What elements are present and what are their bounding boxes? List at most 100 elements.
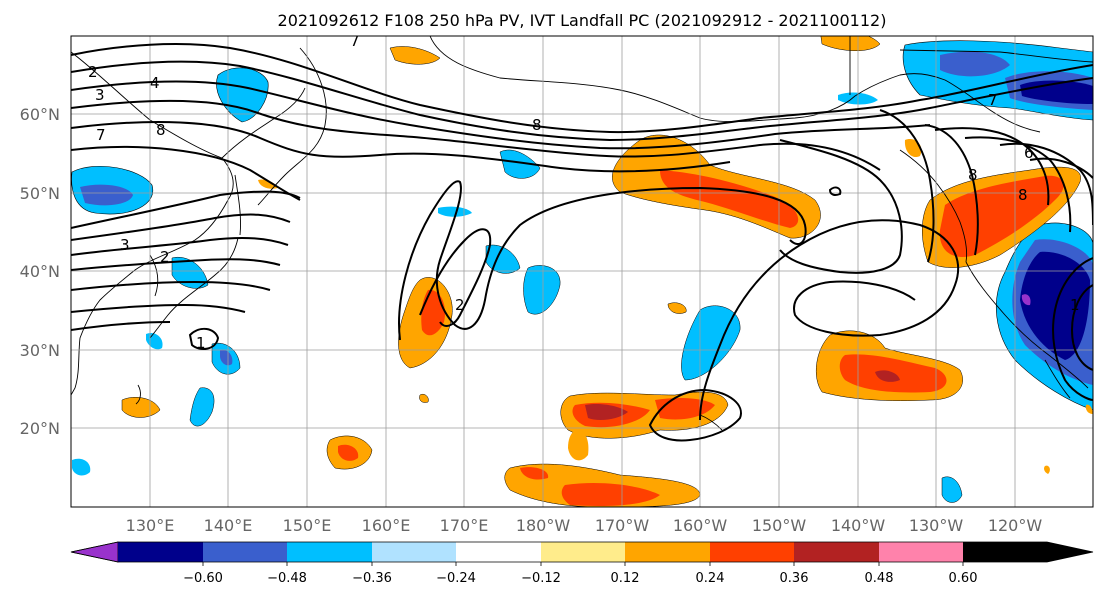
colorbar-seg-2 xyxy=(203,542,287,562)
pv-contour-ridge xyxy=(924,124,979,256)
lon-label: 130°E xyxy=(126,516,175,535)
pv-contour xyxy=(71,213,291,241)
map-panel: 2 3 4 7 8 7 8 3 2 2 1 7 8 6 8 1 xyxy=(70,32,1094,508)
colorbar-seg-10 xyxy=(879,542,963,562)
pv-contour xyxy=(71,121,731,173)
colorbar-seg-3 xyxy=(287,542,372,562)
pv-contour-ridge xyxy=(934,127,1050,206)
pv-contour xyxy=(71,303,246,313)
lat-label: 20°N xyxy=(20,419,60,438)
pv-contour-trough xyxy=(419,228,492,327)
colorbar-tick-label: 0.60 xyxy=(949,571,978,586)
colorbar-tick-label: −0.12 xyxy=(521,571,561,586)
lat-label: 30°N xyxy=(20,341,60,360)
colorbar-seg-4 xyxy=(372,542,456,562)
contour-label: 8 xyxy=(968,166,978,184)
lat-label: 50°N xyxy=(20,184,60,203)
pv-contour xyxy=(71,80,931,150)
pv-contour-closed xyxy=(188,327,220,351)
colorbar-tick-label: −0.60 xyxy=(183,571,223,586)
colorbar-tick-label: 0.48 xyxy=(865,571,894,586)
colorbar-seg-9 xyxy=(794,542,879,562)
contour-label: 7 xyxy=(988,91,998,109)
lon-label: 140°W xyxy=(831,516,886,535)
pv-contour xyxy=(71,60,1093,142)
contour-label: 2 xyxy=(88,63,98,81)
lat-label: 60°N xyxy=(20,105,60,124)
contour-label: 3 xyxy=(120,236,130,254)
latitude-labels: 60°N 50°N 40°N 30°N 20°N xyxy=(20,105,60,438)
contour-label: 1 xyxy=(1070,296,1080,314)
colorbar: −0.60 −0.48 −0.36 −0.24 −0.12 0.12 0.24 … xyxy=(70,541,1094,586)
pv-contour-south xyxy=(648,388,742,442)
colorbar-tick-label: −0.36 xyxy=(352,571,392,586)
contour-label: 3 xyxy=(95,86,105,104)
contour-label: 7 xyxy=(96,126,106,144)
contour-label: 8 xyxy=(532,116,542,134)
contour-label: 7 xyxy=(350,32,360,50)
colorbar-seg-1 xyxy=(118,542,203,562)
pv-contour-east xyxy=(1070,284,1093,371)
lon-label: 140°E xyxy=(204,516,253,535)
coast-baja xyxy=(1044,359,1071,399)
colorbar-tick-label: 0.36 xyxy=(780,571,809,586)
lon-label: 150°W xyxy=(752,516,807,535)
coast-taiwan xyxy=(135,384,141,405)
contour-label: 1 xyxy=(196,334,206,352)
colorbar-tick-label: 0.24 xyxy=(696,571,725,586)
colorbar-tick-label: 0.12 xyxy=(611,571,640,586)
blob-neg-kamchatka-n xyxy=(216,67,269,123)
colorbar-seg-5 xyxy=(456,542,541,562)
pv-contour-ridge xyxy=(879,109,935,263)
contour-label: 2 xyxy=(160,248,170,266)
colorbar-seg-7 xyxy=(625,542,710,562)
pv-contour-ridge xyxy=(779,139,903,274)
pv-contour-ridge xyxy=(1029,157,1093,179)
lon-label: 170°E xyxy=(440,516,489,535)
coast-hawaii xyxy=(699,414,723,431)
map-frame xyxy=(70,35,1094,508)
pv-contour-trough xyxy=(398,180,807,341)
contour-label: 6 xyxy=(1024,144,1034,162)
coast-korea xyxy=(149,254,159,297)
colorbar-seg-0 xyxy=(70,541,119,563)
longitude-labels: 130°E 140°E 150°E 160°E 170°E 180°W 170°… xyxy=(126,516,1043,535)
coast-kamchatka xyxy=(257,47,327,206)
pv-contours xyxy=(71,43,1093,442)
pv-contour xyxy=(71,43,1093,134)
lon-label: 150°E xyxy=(283,516,332,535)
pv-contour-ridge xyxy=(999,142,1093,226)
lon-label: 130°W xyxy=(909,516,964,535)
contour-label: 8 xyxy=(1018,186,1028,204)
coast-alaska xyxy=(429,36,1041,133)
pv-contour xyxy=(71,236,289,256)
lon-label: 120°W xyxy=(988,516,1043,535)
contour-labels: 2 3 4 7 8 7 8 3 2 2 1 7 8 6 8 1 xyxy=(88,32,1080,352)
lon-label: 180°W xyxy=(516,516,571,535)
lat-label: 40°N xyxy=(20,262,60,281)
lon-label: 160°W xyxy=(673,516,728,535)
contour-label: 2 xyxy=(455,296,465,314)
coast-japan xyxy=(149,237,239,339)
pv-contour-ridge xyxy=(964,136,1072,233)
coast-us-west xyxy=(965,261,1089,389)
coast-sakhalin xyxy=(234,174,241,236)
pv-contour xyxy=(71,280,271,291)
blob-neg-aleutian-w xyxy=(499,149,541,179)
pv-contour-small xyxy=(828,186,842,196)
colorbar-tick-label: −0.24 xyxy=(436,571,476,586)
lon-label: 170°W xyxy=(595,516,650,535)
coast-arctic-e xyxy=(849,36,1093,95)
pv-contour xyxy=(71,190,301,229)
lon-label: 160°E xyxy=(362,516,411,535)
pv-contour xyxy=(71,258,281,271)
map-title: 2021092612 F108 250 hPa PV, IVT Landfall… xyxy=(278,11,887,30)
colorbar-seg-6 xyxy=(541,542,625,562)
contour-label: 8 xyxy=(156,121,166,139)
positive-anomaly-fields xyxy=(121,36,1093,507)
colorbar-seg-8 xyxy=(710,542,794,562)
pv-contour xyxy=(71,145,301,201)
colorbar-seg-11 xyxy=(963,542,1093,562)
pv-contour xyxy=(71,99,881,171)
